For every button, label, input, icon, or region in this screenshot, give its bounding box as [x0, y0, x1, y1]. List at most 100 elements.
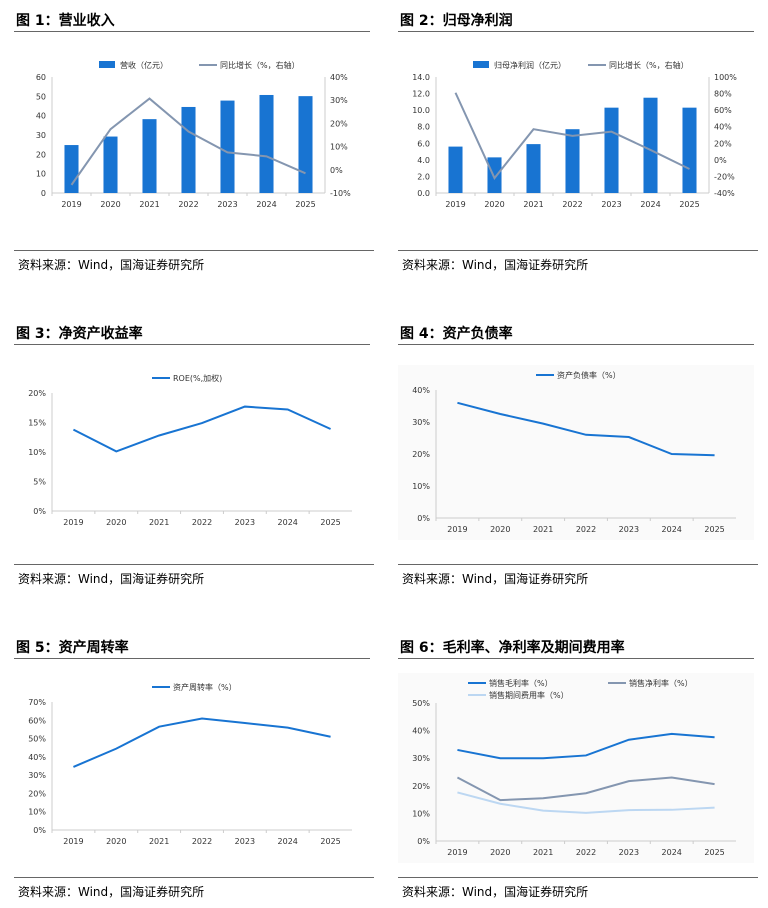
y-tick-label: 10% [412, 482, 430, 491]
x-tick-label: 2022 [576, 848, 596, 857]
y2-tick-label: 30% [330, 96, 348, 105]
chart-svg: 0% 10% 20% 30% 40% 50% 2019 2020 2021 2022 2023 202… [412, 678, 736, 857]
y-tick-label: 10% [28, 808, 46, 817]
bar [682, 107, 697, 193]
y-tick-label: 0% [417, 837, 430, 846]
chart-svg: 0.0 2.0 4.0 6.0 8.0 10.0 12.0 14.0 -40% -20% 0% 20%… [412, 60, 737, 209]
series-line [72, 405, 331, 453]
x-tick-label: 2021 [533, 848, 553, 857]
y2-tick-label: 10% [330, 143, 348, 152]
y2-tick-label: -10% [330, 189, 351, 198]
bar [487, 157, 502, 193]
y2-tick-label: 20% [330, 119, 348, 128]
series-line [70, 97, 306, 186]
source-note: 资料来源：Wind，国海证券研究所 [14, 250, 374, 273]
figure-title: 图 3：净资产收益率 [14, 323, 370, 345]
legend-label: 归母净利润（亿元） [494, 60, 566, 70]
figure-5: 图 5：资产周转率 0% 10% 20% 30% 40% 50% 60% 70% 2019 202… [14, 637, 374, 899]
y-tick-label: 10% [28, 448, 46, 457]
x-tick-label: 2023 [619, 525, 639, 534]
figure-1: 图 1：营业收入 0 10 20 30 40 50 60 -10% 0% 10% 20% 30% 40%… [14, 10, 374, 272]
x-tick-label: 2020 [106, 837, 126, 846]
y-tick-label: 0% [33, 507, 46, 516]
x-tick-label: 2020 [490, 525, 510, 534]
bar [298, 96, 313, 193]
y-tick-label: 40% [28, 753, 46, 762]
figure-title: 图 6：毛利率、净利率及期间费用率 [398, 637, 754, 659]
x-tick-label: 2021 [149, 518, 169, 527]
legend-label: ROE(%,加权) [173, 373, 222, 383]
x-tick-label: 2025 [320, 518, 340, 527]
bar [142, 119, 157, 193]
figure-title: 图 4：资产负债率 [398, 323, 754, 345]
y2-tick-label: 60% [714, 106, 732, 115]
source-note: 资料来源：Wind，国海证券研究所 [14, 877, 374, 900]
x-tick-label: 2025 [704, 525, 724, 534]
bar [220, 100, 235, 193]
x-tick-label: 2023 [217, 200, 237, 209]
x-tick-label: 2025 [320, 837, 340, 846]
x-tick-label: 2023 [235, 837, 255, 846]
chart-5: 0% 10% 20% 30% 40% 50% 60% 70% 2019 2020 2021 2022 2… [14, 677, 370, 852]
x-tick-label: 2024 [640, 200, 660, 209]
x-tick-label: 2019 [61, 200, 81, 209]
series-line [454, 92, 690, 180]
y-tick-label: 10 [36, 170, 46, 179]
y-tick-label: 40 [36, 112, 46, 121]
x-tick-label: 2022 [562, 200, 582, 209]
legend-label: 销售期间费用率（%） [489, 690, 569, 700]
figure-title: 图 2：归母净利润 [398, 10, 754, 32]
y-tick-label: 12.0 [412, 90, 430, 99]
x-tick-label: 2024 [662, 525, 682, 534]
y-tick-label: 30% [412, 418, 430, 427]
source-note: 资料来源：Wind，国海证券研究所 [14, 564, 374, 587]
x-tick-label: 2019 [447, 525, 467, 534]
legend-label: 营收（亿元） [120, 60, 168, 70]
source-note: 资料来源：Wind，国海证券研究所 [398, 564, 758, 587]
chart-1: 0 10 20 30 40 50 60 -10% 0% 10% 20% 30% 40% 2019 2020 2… [14, 55, 370, 215]
y-tick-label: 40% [412, 386, 430, 395]
series-line [73, 717, 331, 768]
figure-title: 图 5：资产周转率 [14, 637, 370, 659]
chart-svg: 0% 10% 20% 30% 40% 2019 2020 2021 2022 2023 2024 20… [412, 370, 736, 534]
x-tick-label: 2023 [619, 848, 639, 857]
y-tick-label: 30% [28, 771, 46, 780]
x-tick-label: 2024 [256, 200, 276, 209]
y-tick-label: 0 [41, 189, 46, 198]
y-tick-label: 5% [33, 478, 46, 487]
y-tick-label: 10% [412, 809, 430, 818]
legend-swatch [473, 61, 489, 68]
y2-tick-label: 0% [330, 166, 343, 175]
x-tick-label: 2022 [576, 525, 596, 534]
x-tick-label: 2025 [679, 200, 699, 209]
x-tick-label: 2019 [63, 837, 83, 846]
bar [64, 145, 79, 193]
chart-svg: 0% 5% 10% 15% 20% 2019 2020 2021 2022 2023 2024 202… [28, 373, 352, 527]
y-tick-label: 10.0 [412, 106, 430, 115]
y-tick-label: 30 [36, 131, 46, 140]
legend-label: 资产负债率（%） [557, 370, 621, 380]
x-tick-label: 2022 [178, 200, 198, 209]
figure-title: 图 1：营业收入 [14, 10, 370, 32]
y-tick-label: 60 [36, 73, 46, 82]
x-tick-label: 2019 [445, 200, 465, 209]
y-tick-label: 0.0 [417, 189, 430, 198]
x-tick-label: 2021 [533, 525, 553, 534]
bar [565, 129, 580, 193]
y-tick-label: 0% [33, 826, 46, 835]
x-tick-label: 2020 [484, 200, 504, 209]
x-tick-label: 2022 [192, 837, 212, 846]
y-tick-label: 8.0 [417, 123, 430, 132]
bar [103, 136, 118, 193]
y-tick-label: 4.0 [417, 156, 430, 165]
x-tick-label: 2019 [447, 848, 467, 857]
x-tick-label: 2024 [662, 848, 682, 857]
y2-tick-label: 40% [714, 123, 732, 132]
y2-tick-label: 100% [714, 73, 737, 82]
source-note: 资料来源：Wind，国海证券研究所 [398, 250, 758, 273]
y2-tick-label: -40% [714, 189, 735, 198]
bar [181, 106, 196, 193]
y2-tick-label: 40% [330, 73, 348, 82]
y-tick-label: 20% [412, 450, 430, 459]
x-tick-label: 2020 [490, 848, 510, 857]
